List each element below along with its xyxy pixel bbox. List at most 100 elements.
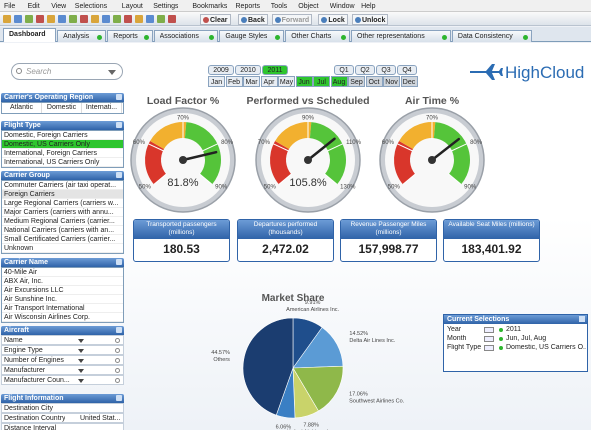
tool-icon[interactable] [135,15,143,23]
listbox-item[interactable]: Air Sunshine Inc. [2,295,123,304]
menu-item[interactable]: Help [361,3,376,10]
month-button[interactable]: Jun [295,76,313,87]
tool-icon[interactable] [157,15,165,23]
listbox-item[interactable]: Major Carriers (carriers with annu... [2,208,123,217]
tab[interactable]: Data Consistency [451,30,533,42]
tool-icon[interactable] [14,15,22,23]
year-button[interactable]: 2011 [262,65,288,75]
listbox-item[interactable]: Unknown [2,244,123,253]
listbox-title: Carrier Group [1,171,124,180]
menu-item[interactable]: Tools [270,3,288,10]
quarter-button[interactable]: Q2 [355,65,375,75]
menu-item[interactable]: Layout [121,3,143,10]
year-button[interactable]: 2010 [235,65,261,75]
month-button[interactable]: Oct [365,76,383,87]
field-name: Destination City [4,405,54,412]
toolbar-button[interactable]: Clear [200,14,231,25]
month-button[interactable]: Nov [383,76,400,87]
field-row[interactable]: Distance Interval [1,423,124,430]
quarter-button[interactable]: Q3 [376,65,396,75]
selection-icon[interactable] [484,345,494,351]
toolbar-button[interactable]: Lock [318,14,348,25]
tool-icon[interactable] [124,15,132,23]
listbox-item[interactable]: National Carriers (carriers with an... [2,226,123,235]
tool-icon[interactable] [113,15,121,23]
menu-item[interactable]: Settings [153,3,179,10]
listbox-item[interactable]: Air Wisconsin Airlines Corp. [2,313,123,322]
listbox-item[interactable]: Commuter Carriers (air taxi operat... [2,181,123,190]
tool-icon[interactable] [146,15,154,23]
menu-item[interactable]: View [51,3,67,10]
listbox-item[interactable]: Domestic, Foreign Carriers [2,131,123,140]
tool-icon[interactable] [25,15,33,23]
listbox-item[interactable]: 40-Mile Air [2,268,123,277]
field-row[interactable]: Name [1,335,124,345]
gauge-tick [273,143,290,152]
listbox-item[interactable]: Large Regional Carriers (carriers w... [2,199,123,208]
listbox-item[interactable]: International, US Carriers Only [2,158,123,167]
field-row[interactable]: Destination City [1,403,124,413]
field-row[interactable]: Engine Type [1,345,124,355]
month-button[interactable]: Aug [330,76,348,87]
tool-icon[interactable] [3,15,11,23]
selection-field: Year [447,326,462,333]
gauge-tick [153,173,168,185]
field-row[interactable]: Number of Engines [1,355,124,365]
menu-item[interactable]: Window [329,3,355,10]
month-button[interactable]: Dec [400,76,418,87]
toolbar-button[interactable]: Forward [271,14,313,25]
month-button[interactable]: Sep [348,76,365,87]
tool-icon[interactable] [102,15,110,23]
tab[interactable]: Gauge Styles [219,30,285,42]
month-button[interactable]: Feb [225,76,243,87]
tab[interactable]: Dashboard [3,28,57,42]
quarter-button[interactable]: Q1 [334,65,354,75]
gauge-band [399,122,436,149]
month-button[interactable]: Apr [260,76,278,87]
toolbar-button[interactable]: Unlock [352,14,389,25]
tab[interactable]: Other representations [351,30,451,42]
listbox-item[interactable]: Domestic, US Carriers Only [2,140,123,149]
menu-item[interactable]: Object [298,3,319,10]
field-row[interactable]: Manufacturer Coun... [1,375,124,385]
tool-icon[interactable] [58,15,66,23]
listbox-item[interactable]: Air Transport International [2,304,123,313]
selection-icon[interactable] [484,336,494,342]
tool-icon[interactable] [69,15,77,23]
month-button[interactable]: May [278,76,295,87]
tab[interactable]: Associations [153,30,219,42]
year-button[interactable]: 2009 [208,65,234,75]
search-box[interactable]: Search [11,63,123,80]
listbox-item[interactable]: Foreign Carriers [2,190,123,199]
tab[interactable]: Reports [107,30,153,42]
tab[interactable]: Analysis [57,30,107,42]
listbox-item[interactable]: Atlantic [2,103,42,113]
menu-item[interactable]: Reports [235,3,261,10]
selection-field: Flight Type [447,344,482,351]
tool-icon[interactable] [168,15,176,23]
field-row[interactable]: Destination Country United Stat... [1,413,124,423]
month-button[interactable]: Jan [208,76,225,87]
menu-item[interactable]: Edit [27,3,40,10]
field-row[interactable]: Manufacturer [1,365,124,375]
listbox-item[interactable]: Domestic [42,103,82,113]
tool-icon[interactable] [47,15,55,23]
toolbar-button[interactable]: Back [238,14,268,25]
tool-icon[interactable] [36,15,44,23]
listbox-item[interactable]: Air Excursions LLC [2,286,123,295]
menu-item[interactable]: File [4,3,16,10]
month-button[interactable]: Jul [313,76,330,87]
tool-icon[interactable] [91,15,99,23]
listbox-item[interactable]: Internati... [82,103,122,113]
menu-item[interactable]: Bookmarks [192,3,228,10]
menu-item[interactable]: Selections [74,3,108,10]
listbox-item[interactable]: Small Certificated Carriers (carrier... [2,235,123,244]
month-button[interactable]: Mar [243,76,260,87]
quarter-button[interactable]: Q4 [397,65,417,75]
selection-icon[interactable] [484,327,494,333]
tab[interactable]: Other Charts [285,30,350,42]
listbox-item[interactable]: ABX Air, Inc. [2,277,123,286]
listbox-item[interactable]: Medium Regional Carriers (carrier... [2,217,123,226]
tool-icon[interactable] [80,15,88,23]
listbox-item[interactable]: International, Foreign Carriers [2,149,123,158]
